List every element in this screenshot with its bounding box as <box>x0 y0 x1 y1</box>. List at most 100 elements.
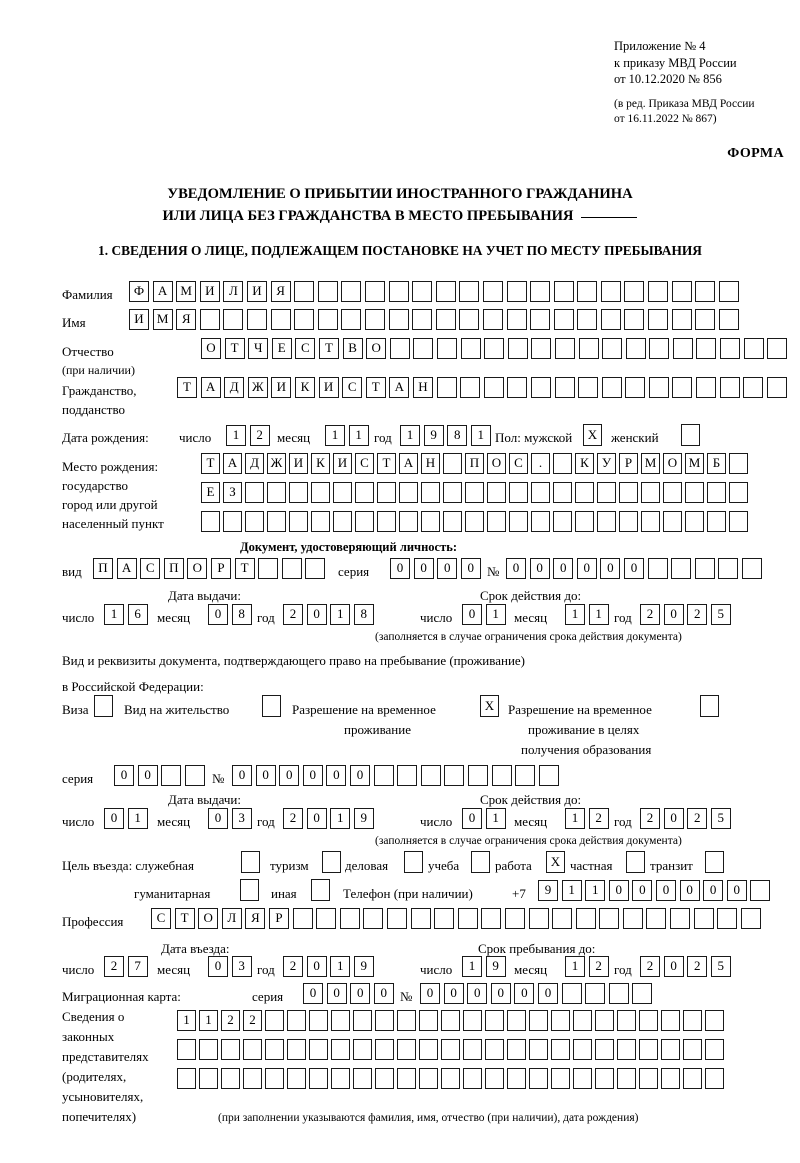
char-cell[interactable]: Т <box>365 377 386 398</box>
char-cell[interactable]: 0 <box>373 983 394 1004</box>
birth-place-row-3-cells[interactable] <box>201 511 751 532</box>
char-cell[interactable] <box>460 338 481 359</box>
char-cell[interactable]: П <box>163 558 184 579</box>
char-cell[interactable] <box>661 1068 680 1089</box>
char-cell[interactable] <box>639 1010 658 1031</box>
char-cell[interactable]: 0 <box>663 956 684 977</box>
char-cell[interactable] <box>729 482 748 503</box>
char-cell[interactable] <box>353 1039 372 1060</box>
char-cell[interactable]: 0 <box>306 956 327 977</box>
char-cell[interactable] <box>333 482 352 503</box>
purpose-official-checkbox[interactable] <box>241 851 260 873</box>
char-cell[interactable]: 0 <box>303 983 323 1004</box>
char-cell[interactable]: 0 <box>114 765 134 786</box>
char-cell[interactable] <box>484 338 505 359</box>
char-cell[interactable] <box>460 377 481 398</box>
char-cell[interactable] <box>465 482 484 503</box>
char-cell[interactable]: . <box>531 453 550 474</box>
char-cell[interactable] <box>245 511 264 532</box>
char-cell[interactable] <box>663 482 682 503</box>
char-cell[interactable] <box>265 1068 284 1089</box>
char-cell[interactable]: П <box>93 558 113 579</box>
char-cell[interactable] <box>671 558 692 579</box>
sex-female-checkbox[interactable] <box>681 424 700 446</box>
char-cell[interactable] <box>648 309 669 330</box>
char-cell[interactable]: 1 <box>127 808 148 829</box>
char-cell[interactable] <box>551 1068 570 1089</box>
char-cell[interactable] <box>671 281 692 302</box>
char-cell[interactable] <box>624 281 645 302</box>
char-cell[interactable] <box>551 1039 570 1060</box>
char-cell[interactable] <box>270 309 291 330</box>
char-cell[interactable] <box>377 482 396 503</box>
char-cell[interactable]: А <box>399 453 418 474</box>
char-cell[interactable]: 5 <box>710 604 731 625</box>
char-cell[interactable] <box>419 1068 438 1089</box>
char-cell[interactable]: 0 <box>663 604 684 625</box>
char-cell[interactable] <box>287 1010 306 1031</box>
char-cell[interactable]: А <box>389 377 410 398</box>
char-cell[interactable]: 0 <box>326 765 347 786</box>
char-cell[interactable]: Т <box>177 377 197 398</box>
char-cell[interactable] <box>507 1068 526 1089</box>
char-cell[interactable] <box>491 765 512 786</box>
char-cell[interactable] <box>619 482 638 503</box>
char-cell[interactable]: Я <box>270 281 291 302</box>
char-cell[interactable] <box>639 1068 658 1089</box>
char-cell[interactable] <box>419 1039 438 1060</box>
char-cell[interactable] <box>221 1068 240 1089</box>
char-cell[interactable] <box>647 558 668 579</box>
purpose-transit-checkbox[interactable] <box>705 851 724 873</box>
char-cell[interactable] <box>265 1039 284 1060</box>
char-cell[interactable] <box>413 338 434 359</box>
char-cell[interactable]: 0 <box>279 765 300 786</box>
char-cell[interactable]: 1 <box>588 604 609 625</box>
char-cell[interactable] <box>265 1010 284 1031</box>
char-cell[interactable] <box>331 1039 350 1060</box>
char-cell[interactable]: 0 <box>255 765 276 786</box>
char-cell[interactable] <box>528 908 549 929</box>
char-cell[interactable] <box>695 281 716 302</box>
char-cell[interactable]: С <box>342 377 363 398</box>
char-cell[interactable]: 9 <box>485 956 506 977</box>
char-cell[interactable] <box>485 1068 504 1089</box>
char-cell[interactable]: 0 <box>679 880 700 901</box>
char-cell[interactable] <box>617 1039 636 1060</box>
char-cell[interactable] <box>364 281 385 302</box>
char-cell[interactable]: 0 <box>232 765 252 786</box>
char-cell[interactable]: 1 <box>485 808 506 829</box>
char-cell[interactable] <box>421 511 440 532</box>
char-cell[interactable] <box>600 309 621 330</box>
char-cell[interactable] <box>412 281 433 302</box>
char-cell[interactable]: 0 <box>655 880 676 901</box>
char-cell[interactable] <box>649 338 670 359</box>
char-cell[interactable] <box>467 765 488 786</box>
char-cell[interactable] <box>399 482 418 503</box>
char-cell[interactable]: О <box>187 558 208 579</box>
char-cell[interactable]: К <box>294 377 315 398</box>
char-cell[interactable] <box>661 1010 680 1031</box>
char-cell[interactable] <box>355 511 374 532</box>
char-cell[interactable] <box>309 1010 328 1031</box>
char-cell[interactable]: И <box>246 281 267 302</box>
char-cell[interactable] <box>608 983 629 1004</box>
char-cell[interactable] <box>483 377 504 398</box>
char-cell[interactable]: 2 <box>687 956 708 977</box>
char-cell[interactable] <box>441 1010 460 1031</box>
char-cell[interactable]: 1 <box>348 425 369 446</box>
char-cell[interactable] <box>538 765 559 786</box>
char-cell[interactable]: 0 <box>302 765 323 786</box>
char-cell[interactable]: 0 <box>420 983 440 1004</box>
char-cell[interactable]: 1 <box>330 956 351 977</box>
char-cell[interactable] <box>766 377 787 398</box>
char-cell[interactable] <box>696 377 717 398</box>
char-cell[interactable]: С <box>295 338 316 359</box>
char-cell[interactable] <box>683 1068 702 1089</box>
